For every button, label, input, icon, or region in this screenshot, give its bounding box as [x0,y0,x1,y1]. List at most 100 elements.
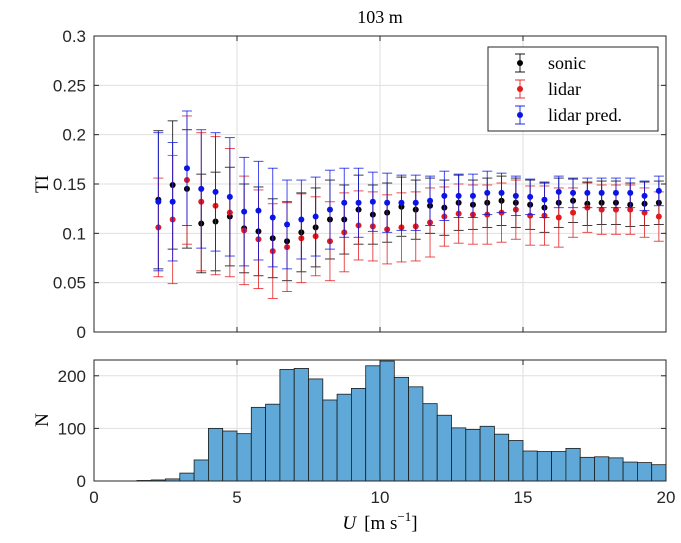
ti-title: 103 m [357,7,403,27]
ti-point-2-4 [212,188,219,195]
n-y-label: N [32,413,53,427]
n-bar-25 [451,427,467,482]
n-x-tick-label-3: 15 [514,488,533,507]
ti-point-2-14 [355,199,362,206]
ti-point-2-27 [541,196,548,203]
ti-point-2-34 [641,192,648,199]
n-bar-19 [365,365,381,482]
legend: sonic lidar lidar pred. [487,46,659,132]
ti-series [153,110,664,299]
ti-point-2-7 [255,207,262,214]
ti-y-ticks: 0 0.05 0.1 0.15 0.2 0.25 0.3 [53,27,666,342]
ti-point-2-9 [284,221,291,228]
ti-point-1-32 [612,206,619,213]
ti-point-2-11 [312,213,319,220]
ti-panel: 0 0.05 0.1 0.15 0.2 0.25 0.3 103 m TI sonic lid… [32,7,667,342]
n-bar-10 [236,433,252,482]
n-bar-33 [565,447,581,482]
ti-point-2-28 [555,188,562,195]
ti-point-2-18 [412,199,419,206]
n-x-tick-label-2: 10 [371,488,390,507]
ti-y-tick-label-1: 0.05 [53,274,86,293]
n-bar-31 [536,451,552,482]
ti-point-2-25 [512,192,519,199]
n-bar-37 [622,461,638,482]
n-bar-12 [265,403,281,482]
n-bar-39 [651,464,667,482]
ti-point-1-28 [555,214,562,221]
ti-point-2-1 [169,198,176,205]
ti-point-2-0 [155,198,162,205]
n-bar-35 [594,456,610,482]
ti-y-tick-label-4: 0.2 [62,126,86,145]
ti-point-2-30 [584,189,591,196]
ti-y-label: TI [32,175,53,193]
ti-point-2-21 [455,192,462,199]
ti-point-2-3 [198,185,205,192]
n-bar-13 [279,369,295,482]
legend-items: sonic lidar lidar pred. [515,53,622,125]
ti-y-tick-label-0: 0 [77,323,86,342]
n-bar-38 [637,462,653,482]
ti-series-lidar-pred- [153,110,664,272]
ti-point-2-20 [441,192,448,199]
legend-label-0: sonic [548,53,586,73]
legend-label-2: lidar pred. [548,105,622,125]
n-bar-24 [436,414,452,482]
legend-item-2: lidar pred. [515,105,622,125]
ti-point-2-22 [469,192,476,199]
ti-point-1-31 [598,206,605,213]
n-bar-26 [465,429,481,482]
n-histogram-bars [136,360,667,482]
n-x-tick-label-4: 20 [657,488,676,507]
legend-item-1: lidar [515,79,581,99]
x-axis-units-close: ] [411,513,417,534]
ti-point-2-23 [484,189,491,196]
n-panel: 0 5 10 15 20 0 100 200 N U [m s−1] [32,359,675,534]
ti-y-tick-label-2: 0.1 [62,224,86,243]
n-bar-30 [522,450,538,482]
legend-item-0: sonic [515,53,586,73]
ti-point-2-5 [226,193,233,200]
ti-point-2-19 [427,197,434,204]
ti-point-2-33 [627,189,634,196]
n-bar-9 [222,430,238,482]
n-bar-7 [193,459,209,482]
ti-y-tick-label-3: 0.15 [53,175,86,194]
n-bar-17 [336,393,352,482]
ti-point-2-32 [612,189,619,196]
ti-point-2-26 [527,193,534,200]
n-bar-36 [608,457,624,482]
ti-point-2-29 [570,189,577,196]
ti-point-2-10 [298,216,305,223]
n-bar-20 [379,360,395,482]
n-bar-11 [250,406,267,482]
ti-x-ticks [93,36,667,332]
legend-box [487,46,659,132]
ti-point-2-13 [341,199,348,206]
n-bar-15 [308,378,324,482]
n-bar-23 [422,403,438,482]
ti-point-1-29 [570,209,577,216]
n-bar-21 [393,376,409,482]
x-axis-symbol: U [342,513,357,534]
ti-point-2-31 [598,189,605,196]
x-axis-units-exponent: −1 [397,509,411,524]
x-axis-label: U [m s−1] [342,509,417,534]
x-axis-units: [m s [364,513,397,534]
n-bar-32 [551,451,567,482]
ti-point-2-8 [269,214,276,221]
n-bar-34 [579,456,595,482]
ti-point-2-2 [183,165,190,172]
ti-point-2-15 [369,198,376,205]
ti-point-2-16 [384,199,391,206]
n-y-tick-label-1: 100 [58,419,86,438]
n-y-tick-label-0: 0 [77,472,86,491]
ti-point-2-12 [326,206,333,213]
n-x-ticks: 0 5 10 15 20 [89,360,675,507]
n-y-ticks: 0 100 200 [58,367,666,491]
ti-point-1-35 [655,213,662,220]
n-bar-8 [207,427,224,482]
ti-y-tick-label-5: 0.25 [53,76,86,95]
